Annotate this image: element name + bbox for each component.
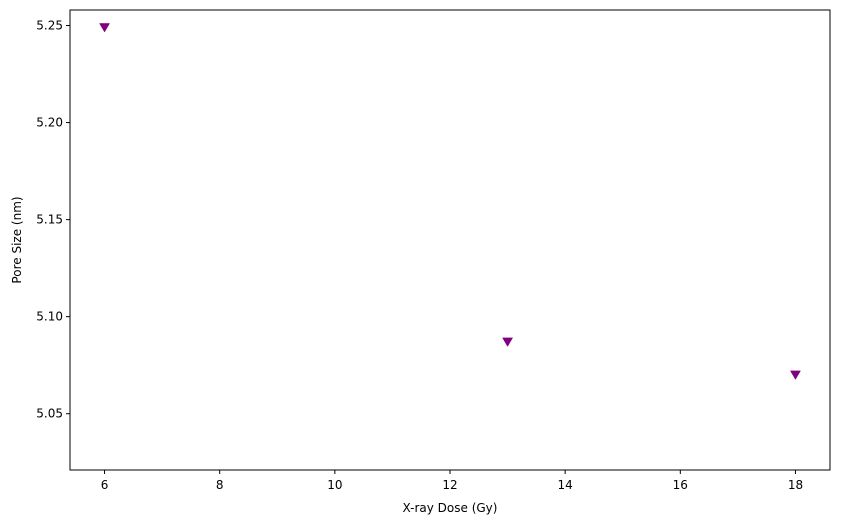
x-axis-ticks: 6 8 10 12 14 16 18 — [101, 470, 803, 492]
x-tick-label: 12 — [442, 478, 457, 492]
data-markers — [99, 23, 801, 380]
x-tick-label: 16 — [673, 478, 688, 492]
data-point-marker — [502, 337, 514, 347]
x-tick-label: 10 — [327, 478, 342, 492]
y-tick-label: 5.15 — [36, 213, 63, 227]
y-axis-ticks: 5.05 5.10 5.15 5.20 5.25 — [36, 19, 70, 421]
y-tick-label: 5.20 — [36, 116, 63, 130]
y-tick-label: 5.25 — [36, 19, 63, 33]
data-point-marker — [99, 23, 110, 33]
y-tick-label: 5.05 — [36, 407, 63, 421]
data-point-marker — [790, 370, 801, 380]
x-tick-label: 6 — [101, 478, 109, 492]
x-tick-label: 14 — [558, 478, 573, 492]
x-tick-label: 8 — [216, 478, 224, 492]
y-axis-label: Pore Size (nm) — [10, 196, 24, 283]
axes-frame — [69, 9, 831, 471]
x-axis-label: X-ray Dose (Gy) — [403, 501, 498, 515]
y-tick-label: 5.10 — [36, 310, 63, 324]
x-tick-label: 18 — [788, 478, 803, 492]
